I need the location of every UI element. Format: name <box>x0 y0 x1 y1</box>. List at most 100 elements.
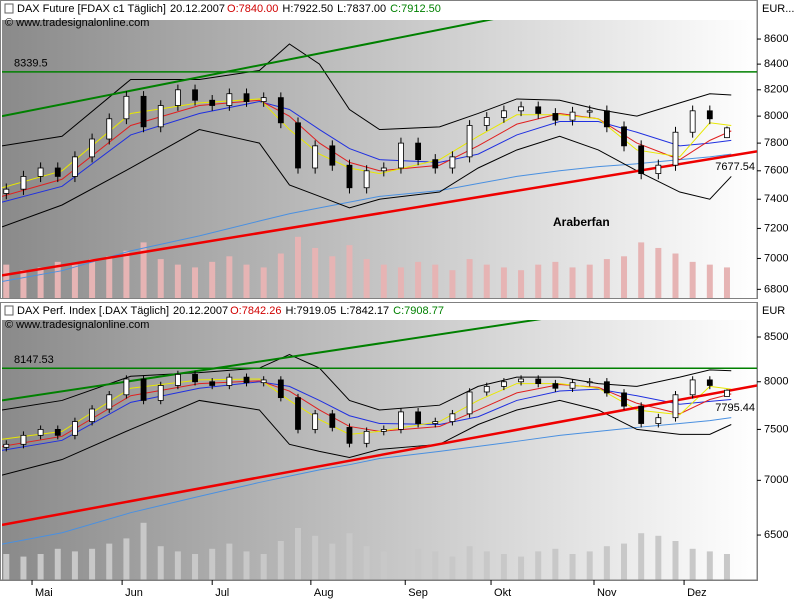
candle-body <box>518 378 524 383</box>
volume-bar <box>260 267 267 298</box>
header-date: 20.12.2007 <box>173 305 228 317</box>
candle-body <box>260 97 267 102</box>
volume-bar <box>638 242 645 298</box>
volume-bar <box>140 242 147 298</box>
indicator-line <box>2 381 732 451</box>
source: © www.tradesignalonline.com <box>5 319 149 331</box>
volume-bar <box>54 548 61 580</box>
y-tick-label: 7200 <box>764 222 788 234</box>
candle-body <box>363 430 370 444</box>
header-quote: O:7840.00 <box>227 3 278 15</box>
volume-bar <box>569 554 576 580</box>
volume-bar <box>706 264 713 298</box>
volume-bar <box>535 551 542 580</box>
volume-bar <box>518 556 525 580</box>
candle-body <box>689 110 696 133</box>
volume-bar <box>89 548 96 580</box>
candle-body <box>432 159 439 169</box>
indicator-line <box>2 384 757 527</box>
volume-bar <box>3 554 10 580</box>
volume-bar <box>552 261 559 298</box>
y-tick-label: 7000 <box>764 252 788 264</box>
volume-bar <box>123 538 130 580</box>
candle-body <box>243 93 250 102</box>
indicator-line <box>2 128 732 228</box>
candle-body <box>346 164 353 189</box>
volume-bar <box>346 245 353 298</box>
volume-bar <box>192 554 199 580</box>
y-tick-label: 6500 <box>764 529 788 541</box>
candle-body <box>518 106 524 112</box>
candle-body <box>655 417 662 424</box>
volume-bar <box>140 522 147 580</box>
level-label: 8339.5 <box>14 58 48 70</box>
volume-bar <box>483 264 490 298</box>
candle-body <box>140 95 147 128</box>
header-quote: H:7919.05 <box>285 305 336 317</box>
y-tick-label: 8000 <box>764 376 788 388</box>
volume-bar <box>106 543 113 580</box>
header-icon <box>4 3 14 14</box>
candle-body <box>140 378 147 401</box>
volume-bar <box>449 270 456 298</box>
volume-bar <box>54 261 61 298</box>
candle-body <box>380 167 387 172</box>
volume-bar <box>363 546 370 580</box>
candle-body <box>415 411 422 424</box>
indicator-line <box>2 320 542 402</box>
y-tick-label: 7000 <box>764 474 788 486</box>
volume-bar <box>20 270 27 298</box>
candle-body <box>380 429 387 432</box>
candle-body <box>535 378 542 385</box>
header-quote: H:7922.50 <box>282 3 333 15</box>
candle-body <box>37 429 44 436</box>
volume-bar <box>466 259 473 298</box>
volume-bar <box>638 533 645 580</box>
candle-body <box>192 374 198 383</box>
y-tick-label: 8400 <box>764 58 788 70</box>
header: DAX Future [FDAX c1 Täglich] 20.12.2007 O:… <box>17 3 441 15</box>
header-title: DAX Perf. Index [.DAX Täglich] <box>17 305 169 317</box>
candle-body <box>672 394 679 419</box>
indicator-line <box>2 150 757 277</box>
candle-body <box>569 382 576 389</box>
x-tick-label: Mai <box>35 587 53 599</box>
source: © www.tradesignalonline.com <box>5 17 149 29</box>
volume-bar <box>586 551 593 580</box>
candle-body <box>466 391 473 415</box>
y-tick-label: 7800 <box>764 137 788 149</box>
candle-body <box>501 110 507 118</box>
candle-body <box>621 126 627 147</box>
volume-bar <box>363 259 370 298</box>
volume-bar <box>586 264 593 298</box>
volume-bar <box>706 551 713 580</box>
volume-bar <box>71 264 78 298</box>
candle-body <box>501 381 507 387</box>
header-quote: O:7842.26 <box>230 305 281 317</box>
volume-bar <box>535 264 542 298</box>
candle-body <box>54 429 61 436</box>
header-background <box>2 2 444 16</box>
candle-body <box>552 113 559 121</box>
volume-bar <box>380 551 387 580</box>
y-tick-label: 7600 <box>764 165 788 177</box>
volume-bar <box>621 543 628 580</box>
candle-body <box>295 122 301 169</box>
candle-body <box>295 397 301 430</box>
x-tick-label: Okt <box>494 587 511 599</box>
volume-bar <box>174 551 181 580</box>
candle-body <box>706 110 713 120</box>
candle-body <box>329 145 336 166</box>
candle-body <box>89 408 95 422</box>
volume-bar <box>500 554 507 580</box>
candle-body <box>449 413 456 422</box>
candle-body <box>535 106 542 114</box>
candle-body <box>72 156 78 177</box>
candle-body <box>209 381 216 386</box>
volume-bar <box>432 264 439 298</box>
candle-body <box>603 381 610 394</box>
header-quote: L:7842.17 <box>340 305 389 317</box>
volume-bar <box>723 267 730 298</box>
volume-bar <box>415 548 422 580</box>
candle-body <box>689 379 696 396</box>
